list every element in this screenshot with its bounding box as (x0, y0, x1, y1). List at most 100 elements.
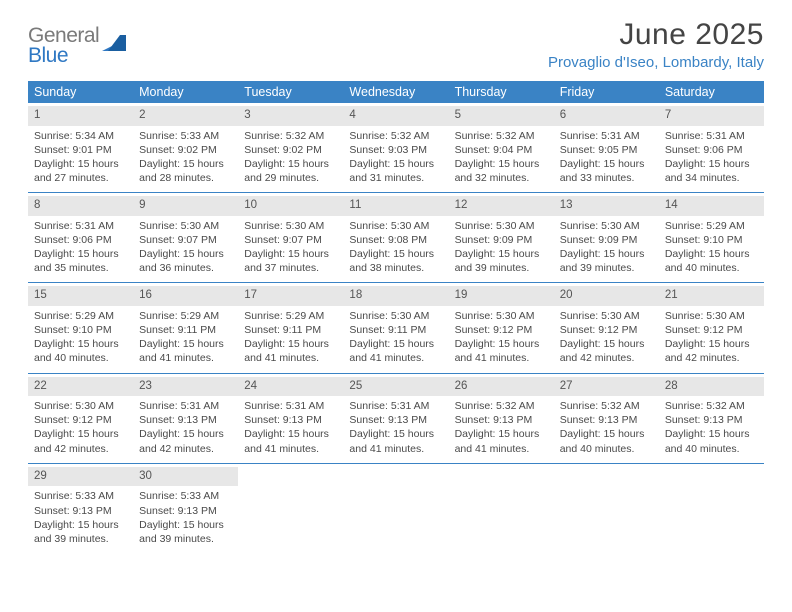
calendar-cell: 2Sunrise: 5:33 AMSunset: 9:02 PMDaylight… (133, 103, 238, 193)
daylight-text: Daylight: 15 hours and 39 minutes. (560, 247, 653, 275)
day-number: 27 (554, 377, 659, 397)
sunrise-text: Sunrise: 5:32 AM (665, 399, 758, 413)
calendar-cell: 3Sunrise: 5:32 AMSunset: 9:02 PMDaylight… (238, 103, 343, 193)
page-title: June 2025 (548, 18, 764, 52)
sunrise-text: Sunrise: 5:30 AM (455, 309, 548, 323)
sunrise-text: Sunrise: 5:30 AM (139, 219, 232, 233)
calendar-cell: 5Sunrise: 5:32 AMSunset: 9:04 PMDaylight… (449, 103, 554, 193)
calendar-cell: 17Sunrise: 5:29 AMSunset: 9:11 PMDayligh… (238, 283, 343, 373)
sunrise-text: Sunrise: 5:31 AM (560, 129, 653, 143)
day-number: 9 (133, 196, 238, 216)
sunrise-text: Sunrise: 5:34 AM (34, 129, 127, 143)
calendar-cell: 1Sunrise: 5:34 AMSunset: 9:01 PMDaylight… (28, 103, 133, 193)
day-number: 6 (554, 106, 659, 126)
sunrise-text: Sunrise: 5:30 AM (349, 309, 442, 323)
daylight-text: Daylight: 15 hours and 40 minutes. (34, 337, 127, 365)
sunset-text: Sunset: 9:07 PM (244, 233, 337, 247)
calendar-cell: 18Sunrise: 5:30 AMSunset: 9:11 PMDayligh… (343, 283, 448, 373)
daylight-text: Daylight: 15 hours and 34 minutes. (665, 157, 758, 185)
calendar-body: 1Sunrise: 5:34 AMSunset: 9:01 PMDaylight… (28, 103, 764, 553)
calendar-cell: 15Sunrise: 5:29 AMSunset: 9:10 PMDayligh… (28, 283, 133, 373)
day-number: 4 (343, 106, 448, 126)
sunrise-text: Sunrise: 5:29 AM (244, 309, 337, 323)
sunset-text: Sunset: 9:06 PM (665, 143, 758, 157)
daylight-text: Daylight: 15 hours and 39 minutes. (34, 518, 127, 546)
daylight-text: Daylight: 15 hours and 29 minutes. (244, 157, 337, 185)
daylight-text: Daylight: 15 hours and 27 minutes. (34, 157, 127, 185)
sunrise-text: Sunrise: 5:31 AM (244, 399, 337, 413)
logo-text-block: General Blue (28, 24, 99, 68)
calendar-cell: 25Sunrise: 5:31 AMSunset: 9:13 PMDayligh… (343, 373, 448, 463)
daylight-text: Daylight: 15 hours and 42 minutes. (34, 427, 127, 455)
day-number: 16 (133, 286, 238, 306)
calendar-cell: 22Sunrise: 5:30 AMSunset: 9:12 PMDayligh… (28, 373, 133, 463)
calendar-cell: 30Sunrise: 5:33 AMSunset: 9:13 PMDayligh… (133, 463, 238, 553)
location-text: Provaglio d'Iseo, Lombardy, Italy (548, 54, 764, 71)
sunrise-text: Sunrise: 5:32 AM (244, 129, 337, 143)
logo-mark-icon (102, 35, 130, 57)
sunset-text: Sunset: 9:10 PM (665, 233, 758, 247)
sunrise-text: Sunrise: 5:30 AM (34, 399, 127, 413)
calendar-cell: 16Sunrise: 5:29 AMSunset: 9:11 PMDayligh… (133, 283, 238, 373)
calendar-cell: . (659, 463, 764, 553)
day-number: 25 (343, 377, 448, 397)
sunset-text: Sunset: 9:10 PM (34, 323, 127, 337)
sunset-text: Sunset: 9:09 PM (455, 233, 548, 247)
day-number: 11 (343, 196, 448, 216)
day-number: 7 (659, 106, 764, 126)
sunset-text: Sunset: 9:06 PM (34, 233, 127, 247)
logo-word-2: Blue (28, 44, 99, 68)
calendar-table: Sunday Monday Tuesday Wednesday Thursday… (28, 81, 764, 553)
sunrise-text: Sunrise: 5:33 AM (139, 489, 232, 503)
calendar-cell: 23Sunrise: 5:31 AMSunset: 9:13 PMDayligh… (133, 373, 238, 463)
daylight-text: Daylight: 15 hours and 39 minutes. (139, 518, 232, 546)
sunset-text: Sunset: 9:11 PM (349, 323, 442, 337)
sunrise-text: Sunrise: 5:30 AM (455, 219, 548, 233)
daylight-text: Daylight: 15 hours and 41 minutes. (139, 337, 232, 365)
calendar-cell: . (238, 463, 343, 553)
daylight-text: Daylight: 15 hours and 31 minutes. (349, 157, 442, 185)
sunrise-text: Sunrise: 5:31 AM (665, 129, 758, 143)
daylight-text: Daylight: 15 hours and 40 minutes. (665, 427, 758, 455)
sunset-text: Sunset: 9:02 PM (244, 143, 337, 157)
calendar-cell: 14Sunrise: 5:29 AMSunset: 9:10 PMDayligh… (659, 193, 764, 283)
day-number: 19 (449, 286, 554, 306)
calendar-cell: 28Sunrise: 5:32 AMSunset: 9:13 PMDayligh… (659, 373, 764, 463)
calendar-cell: 6Sunrise: 5:31 AMSunset: 9:05 PMDaylight… (554, 103, 659, 193)
day-number: 14 (659, 196, 764, 216)
calendar-cell: 11Sunrise: 5:30 AMSunset: 9:08 PMDayligh… (343, 193, 448, 283)
sunrise-text: Sunrise: 5:33 AM (139, 129, 232, 143)
calendar-cell: . (449, 463, 554, 553)
sunset-text: Sunset: 9:13 PM (244, 413, 337, 427)
sunrise-text: Sunrise: 5:31 AM (349, 399, 442, 413)
sunset-text: Sunset: 9:11 PM (244, 323, 337, 337)
sunset-text: Sunset: 9:13 PM (139, 413, 232, 427)
day-number: 23 (133, 377, 238, 397)
calendar-cell: 21Sunrise: 5:30 AMSunset: 9:12 PMDayligh… (659, 283, 764, 373)
sunrise-text: Sunrise: 5:30 AM (244, 219, 337, 233)
sunrise-text: Sunrise: 5:30 AM (349, 219, 442, 233)
day-number: 17 (238, 286, 343, 306)
sunrise-text: Sunrise: 5:30 AM (665, 309, 758, 323)
day-number: 5 (449, 106, 554, 126)
calendar-cell: 9Sunrise: 5:30 AMSunset: 9:07 PMDaylight… (133, 193, 238, 283)
daylight-text: Daylight: 15 hours and 36 minutes. (139, 247, 232, 275)
sunset-text: Sunset: 9:13 PM (455, 413, 548, 427)
header: General Blue June 2025 Provaglio d'Iseo,… (28, 18, 764, 71)
day-number: 21 (659, 286, 764, 306)
day-number: 26 (449, 377, 554, 397)
weekday-header-row: Sunday Monday Tuesday Wednesday Thursday… (28, 81, 764, 103)
day-number: 15 (28, 286, 133, 306)
daylight-text: Daylight: 15 hours and 33 minutes. (560, 157, 653, 185)
sunset-text: Sunset: 9:04 PM (455, 143, 548, 157)
daylight-text: Daylight: 15 hours and 41 minutes. (455, 337, 548, 365)
title-block: June 2025 Provaglio d'Iseo, Lombardy, It… (548, 18, 764, 71)
sunset-text: Sunset: 9:12 PM (455, 323, 548, 337)
calendar-cell: 29Sunrise: 5:33 AMSunset: 9:13 PMDayligh… (28, 463, 133, 553)
weekday-header: Thursday (449, 81, 554, 103)
sunrise-text: Sunrise: 5:29 AM (665, 219, 758, 233)
day-number: 20 (554, 286, 659, 306)
logo: General Blue (28, 18, 130, 68)
page: General Blue June 2025 Provaglio d'Iseo,… (0, 0, 792, 553)
calendar-cell: 12Sunrise: 5:30 AMSunset: 9:09 PMDayligh… (449, 193, 554, 283)
